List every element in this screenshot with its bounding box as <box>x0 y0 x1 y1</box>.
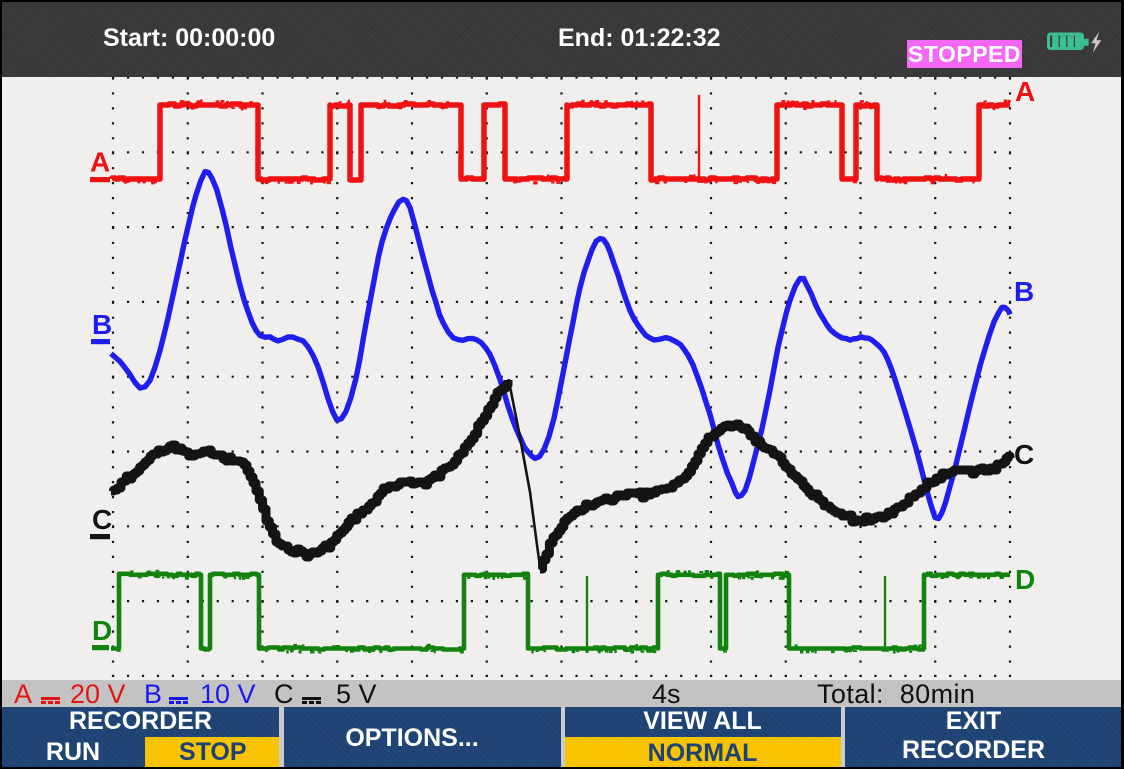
svg-text:A: A <box>1015 77 1035 107</box>
svg-text:D: D <box>92 615 112 646</box>
svg-text:C: C <box>92 504 112 535</box>
svg-text:D: D <box>1015 564 1035 595</box>
svg-text:C: C <box>1014 439 1034 470</box>
svg-text:A: A <box>90 147 110 178</box>
svg-text:B: B <box>1014 276 1034 307</box>
svg-text:B: B <box>92 309 112 340</box>
